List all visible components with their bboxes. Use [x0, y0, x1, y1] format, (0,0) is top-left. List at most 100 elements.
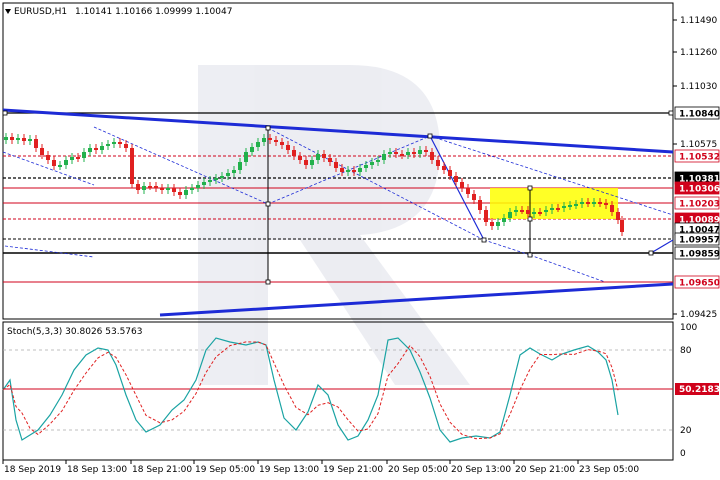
candle-bear: [10, 137, 14, 140]
candle-bear: [286, 145, 290, 150]
time-label: 18 Sep 13:00: [67, 465, 127, 475]
candle-bear: [178, 192, 182, 195]
main-panel-frame: [2, 2, 674, 320]
candle-bear: [46, 155, 50, 160]
stoch-tick: 100: [680, 323, 697, 333]
candle-bull: [262, 138, 266, 142]
channel-lower-line[interactable]: [159, 282, 674, 317]
candle-bear: [436, 160, 440, 166]
candle-bull: [196, 185, 200, 188]
candle-bear: [130, 148, 134, 184]
stoch-label: Stoch(5,3,3) 30.8026 53.5763: [7, 327, 142, 337]
candle-bull: [232, 170, 236, 173]
price-box-label: 1.09859: [679, 250, 720, 260]
trend-dashed-5[interactable]: [429, 135, 674, 216]
candle-bear: [466, 188, 470, 194]
wave-line-up[interactable]: [650, 239, 674, 254]
candle-bull: [346, 170, 350, 172]
time-label: 23 Sep 05:00: [579, 465, 639, 475]
candle-bull: [226, 173, 230, 176]
candles: [4, 133, 624, 236]
channel-lines: [2, 108, 674, 317]
trend-dashed-1[interactable]: [93, 126, 269, 205]
candle-bull: [100, 146, 104, 150]
candle-bull: [202, 182, 206, 185]
price-box: [674, 232, 720, 246]
candle-bear: [442, 166, 446, 170]
candle-bull: [4, 137, 8, 140]
candle-bear: [292, 150, 296, 156]
candle-bull: [562, 206, 566, 208]
candle-bull: [28, 139, 32, 141]
stoch-tick: 20: [680, 426, 692, 436]
trend-dashed-2[interactable]: [2, 151, 95, 186]
stoch-level-box: [675, 383, 719, 395]
candle-bear: [298, 156, 302, 160]
candle-bear: [430, 152, 434, 160]
candle-bear: [352, 170, 356, 172]
candle-bull: [382, 154, 386, 160]
vertical-markers: [2, 110, 674, 285]
time-label: 19 Sep 13:00: [259, 465, 319, 475]
header-symbol: EURUSD,H1: [14, 7, 67, 17]
candle-bear: [400, 154, 404, 156]
time-label: 20 Sep 21:00: [515, 465, 575, 475]
candle-bull: [184, 190, 188, 195]
candle-bear: [616, 212, 620, 220]
candle-bear: [620, 220, 624, 232]
candle-bull: [106, 144, 110, 146]
candle-bear: [154, 186, 158, 188]
trend-dashed-6[interactable]: [483, 239, 531, 256]
time-label: 18 Sep 2019: [4, 465, 61, 475]
time-label: 19 Sep 05:00: [195, 465, 255, 475]
candle-bull: [358, 168, 362, 172]
candle-bear: [394, 152, 398, 154]
candle-bull: [388, 152, 392, 154]
candle-bear: [124, 144, 128, 148]
price-box-label: 1.10381: [679, 175, 720, 185]
candle-bull: [256, 142, 260, 147]
candle-bull: [574, 204, 578, 206]
candle-bull: [310, 160, 314, 165]
candle-bear: [172, 188, 176, 192]
candle-bear: [334, 162, 338, 168]
time-label: 20 Sep 05:00: [388, 465, 448, 475]
candle-bear: [460, 182, 464, 188]
candle-bear: [424, 150, 428, 152]
price-box-label: 1.10047: [679, 226, 720, 236]
candle-bull: [502, 218, 506, 222]
stoch-tick: 80: [680, 346, 692, 356]
candle-bear: [118, 142, 122, 144]
price-box-label: 1.10840: [679, 110, 720, 120]
channel-upper-line[interactable]: [2, 108, 674, 154]
candle-bull: [238, 162, 242, 170]
stoch-signal-line: [2, 341, 619, 440]
candle-bull: [370, 162, 374, 165]
candle-bull: [220, 176, 224, 178]
time-axis: 18 Sep 2019 18 Sep 13:00 18 Sep 21:00 19 Se…: [2, 460, 639, 475]
price-box-label: 1.09650: [679, 279, 720, 289]
trend-dashed-8[interactable]: [4, 245, 95, 258]
price-box: [674, 196, 720, 210]
candle-bear: [274, 140, 278, 142]
candle-bear: [52, 160, 56, 166]
candle-bull: [244, 152, 248, 162]
trend-dashed-4[interactable]: [267, 127, 485, 241]
trend-dashed-7[interactable]: [529, 254, 606, 283]
watermark-logo: [198, 65, 470, 385]
candle-bull: [508, 212, 512, 218]
candle-bear: [34, 139, 38, 148]
price-box-label: 1.09957: [679, 236, 720, 246]
candle-bull: [592, 202, 596, 204]
candle-bull: [544, 210, 548, 212]
price-tick: 1.11490: [680, 16, 717, 26]
candle-bull: [376, 160, 380, 162]
candle-bear: [22, 138, 26, 141]
candle-bear: [478, 200, 482, 210]
candle-bear: [136, 184, 140, 190]
candle-bull: [316, 154, 320, 160]
symbol-dropdown-icon[interactable]: [5, 9, 11, 14]
price-box-label: 1.10203: [679, 200, 720, 210]
candle-bull: [208, 180, 212, 182]
wave-line-down[interactable]: [429, 135, 485, 241]
